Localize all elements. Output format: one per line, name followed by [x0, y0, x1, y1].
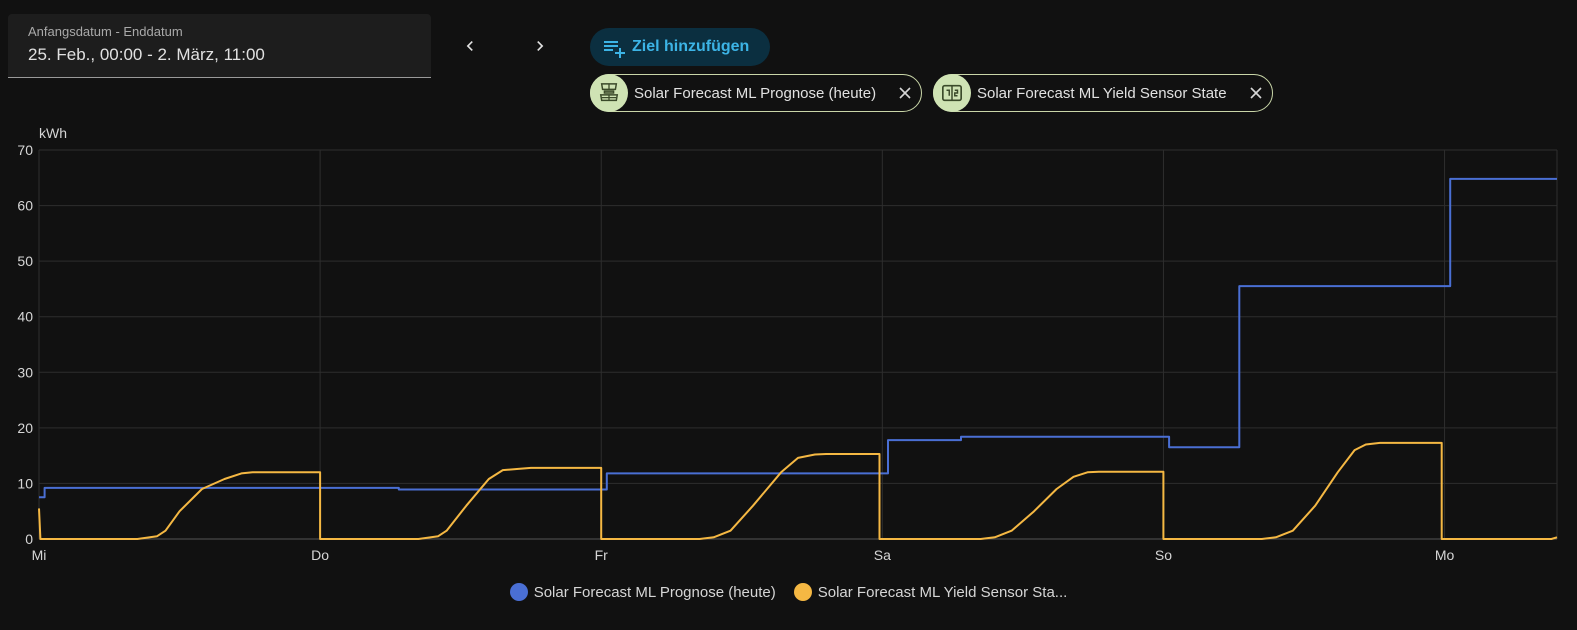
legend-item-prognose[interactable]: Solar Forecast ML Prognose (heute): [509, 583, 776, 601]
add-target-button[interactable]: Ziel hinzufügen: [590, 28, 770, 66]
date-range-label: Anfangsdatum - Enddatum: [28, 24, 183, 39]
chip-label: Solar Forecast ML Yield Sensor State: [977, 84, 1227, 102]
close-icon: [1250, 87, 1262, 99]
legend-label: Solar Forecast ML Yield Sensor Sta...: [817, 583, 1068, 601]
x-tick-label: Fr: [595, 547, 609, 563]
date-range-picker[interactable]: Anfangsdatum - Enddatum 25. Feb., 00:00 …: [8, 14, 431, 78]
legend-color-dot: [793, 583, 812, 601]
chart-legend: Solar Forecast ML Prognose (heute) Solar…: [0, 583, 1577, 601]
y-tick-label: 30: [17, 364, 33, 380]
x-tick-label: So: [1155, 547, 1172, 563]
target-chip-yield: Solar Forecast ML Yield Sensor State: [933, 74, 1273, 112]
chip-remove-button[interactable]: [1248, 85, 1264, 101]
chip-avatar: [933, 74, 971, 112]
counter-icon: [942, 84, 962, 102]
next-period-button[interactable]: [522, 28, 558, 64]
y-tick-label: 50: [17, 253, 33, 269]
date-range-value: 25. Feb., 00:00 - 2. März, 11:00: [28, 45, 265, 64]
x-tick-label: Mi: [32, 547, 47, 563]
history-chart[interactable]: kWh 0 10 20 30 40 50 60 70 Mi Do Fr Sa So Mo: [0, 120, 1577, 575]
add-target-label: Ziel hinzufügen: [632, 38, 750, 55]
solar-panel-icon: [599, 83, 619, 102]
y-tick-label: 20: [17, 420, 33, 436]
y-tick-label: 60: [17, 198, 33, 214]
chevron-right-icon: [537, 41, 544, 51]
y-axis-label: kWh: [39, 125, 67, 141]
series-line-prognose[interactable]: [39, 177, 1557, 499]
chip-label: Solar Forecast ML Prognose (heute): [634, 84, 877, 102]
y-tick-label: 0: [25, 531, 33, 547]
y-tick-label: 10: [17, 475, 33, 491]
series-line-yield[interactable]: [38, 441, 1558, 540]
chip-avatar: [590, 74, 628, 112]
x-tick-label: Sa: [874, 547, 891, 563]
chevron-left-icon: [466, 41, 473, 51]
close-icon: [899, 87, 911, 99]
legend-item-yield[interactable]: Solar Forecast ML Yield Sensor Sta...: [793, 583, 1068, 601]
chip-remove-button[interactable]: [897, 85, 913, 101]
x-tick-label: Mo: [1435, 547, 1455, 563]
y-tick-label: 70: [17, 142, 33, 158]
playlist-plus-icon: [604, 41, 625, 58]
legend-label: Solar Forecast ML Prognose (heute): [533, 583, 776, 601]
x-tick-label: Do: [311, 547, 329, 563]
target-chip-prognose: Solar Forecast ML Prognose (heute): [590, 74, 922, 112]
previous-period-button[interactable]: [452, 28, 488, 64]
y-tick-label: 40: [17, 309, 33, 325]
legend-color-dot: [509, 583, 528, 601]
